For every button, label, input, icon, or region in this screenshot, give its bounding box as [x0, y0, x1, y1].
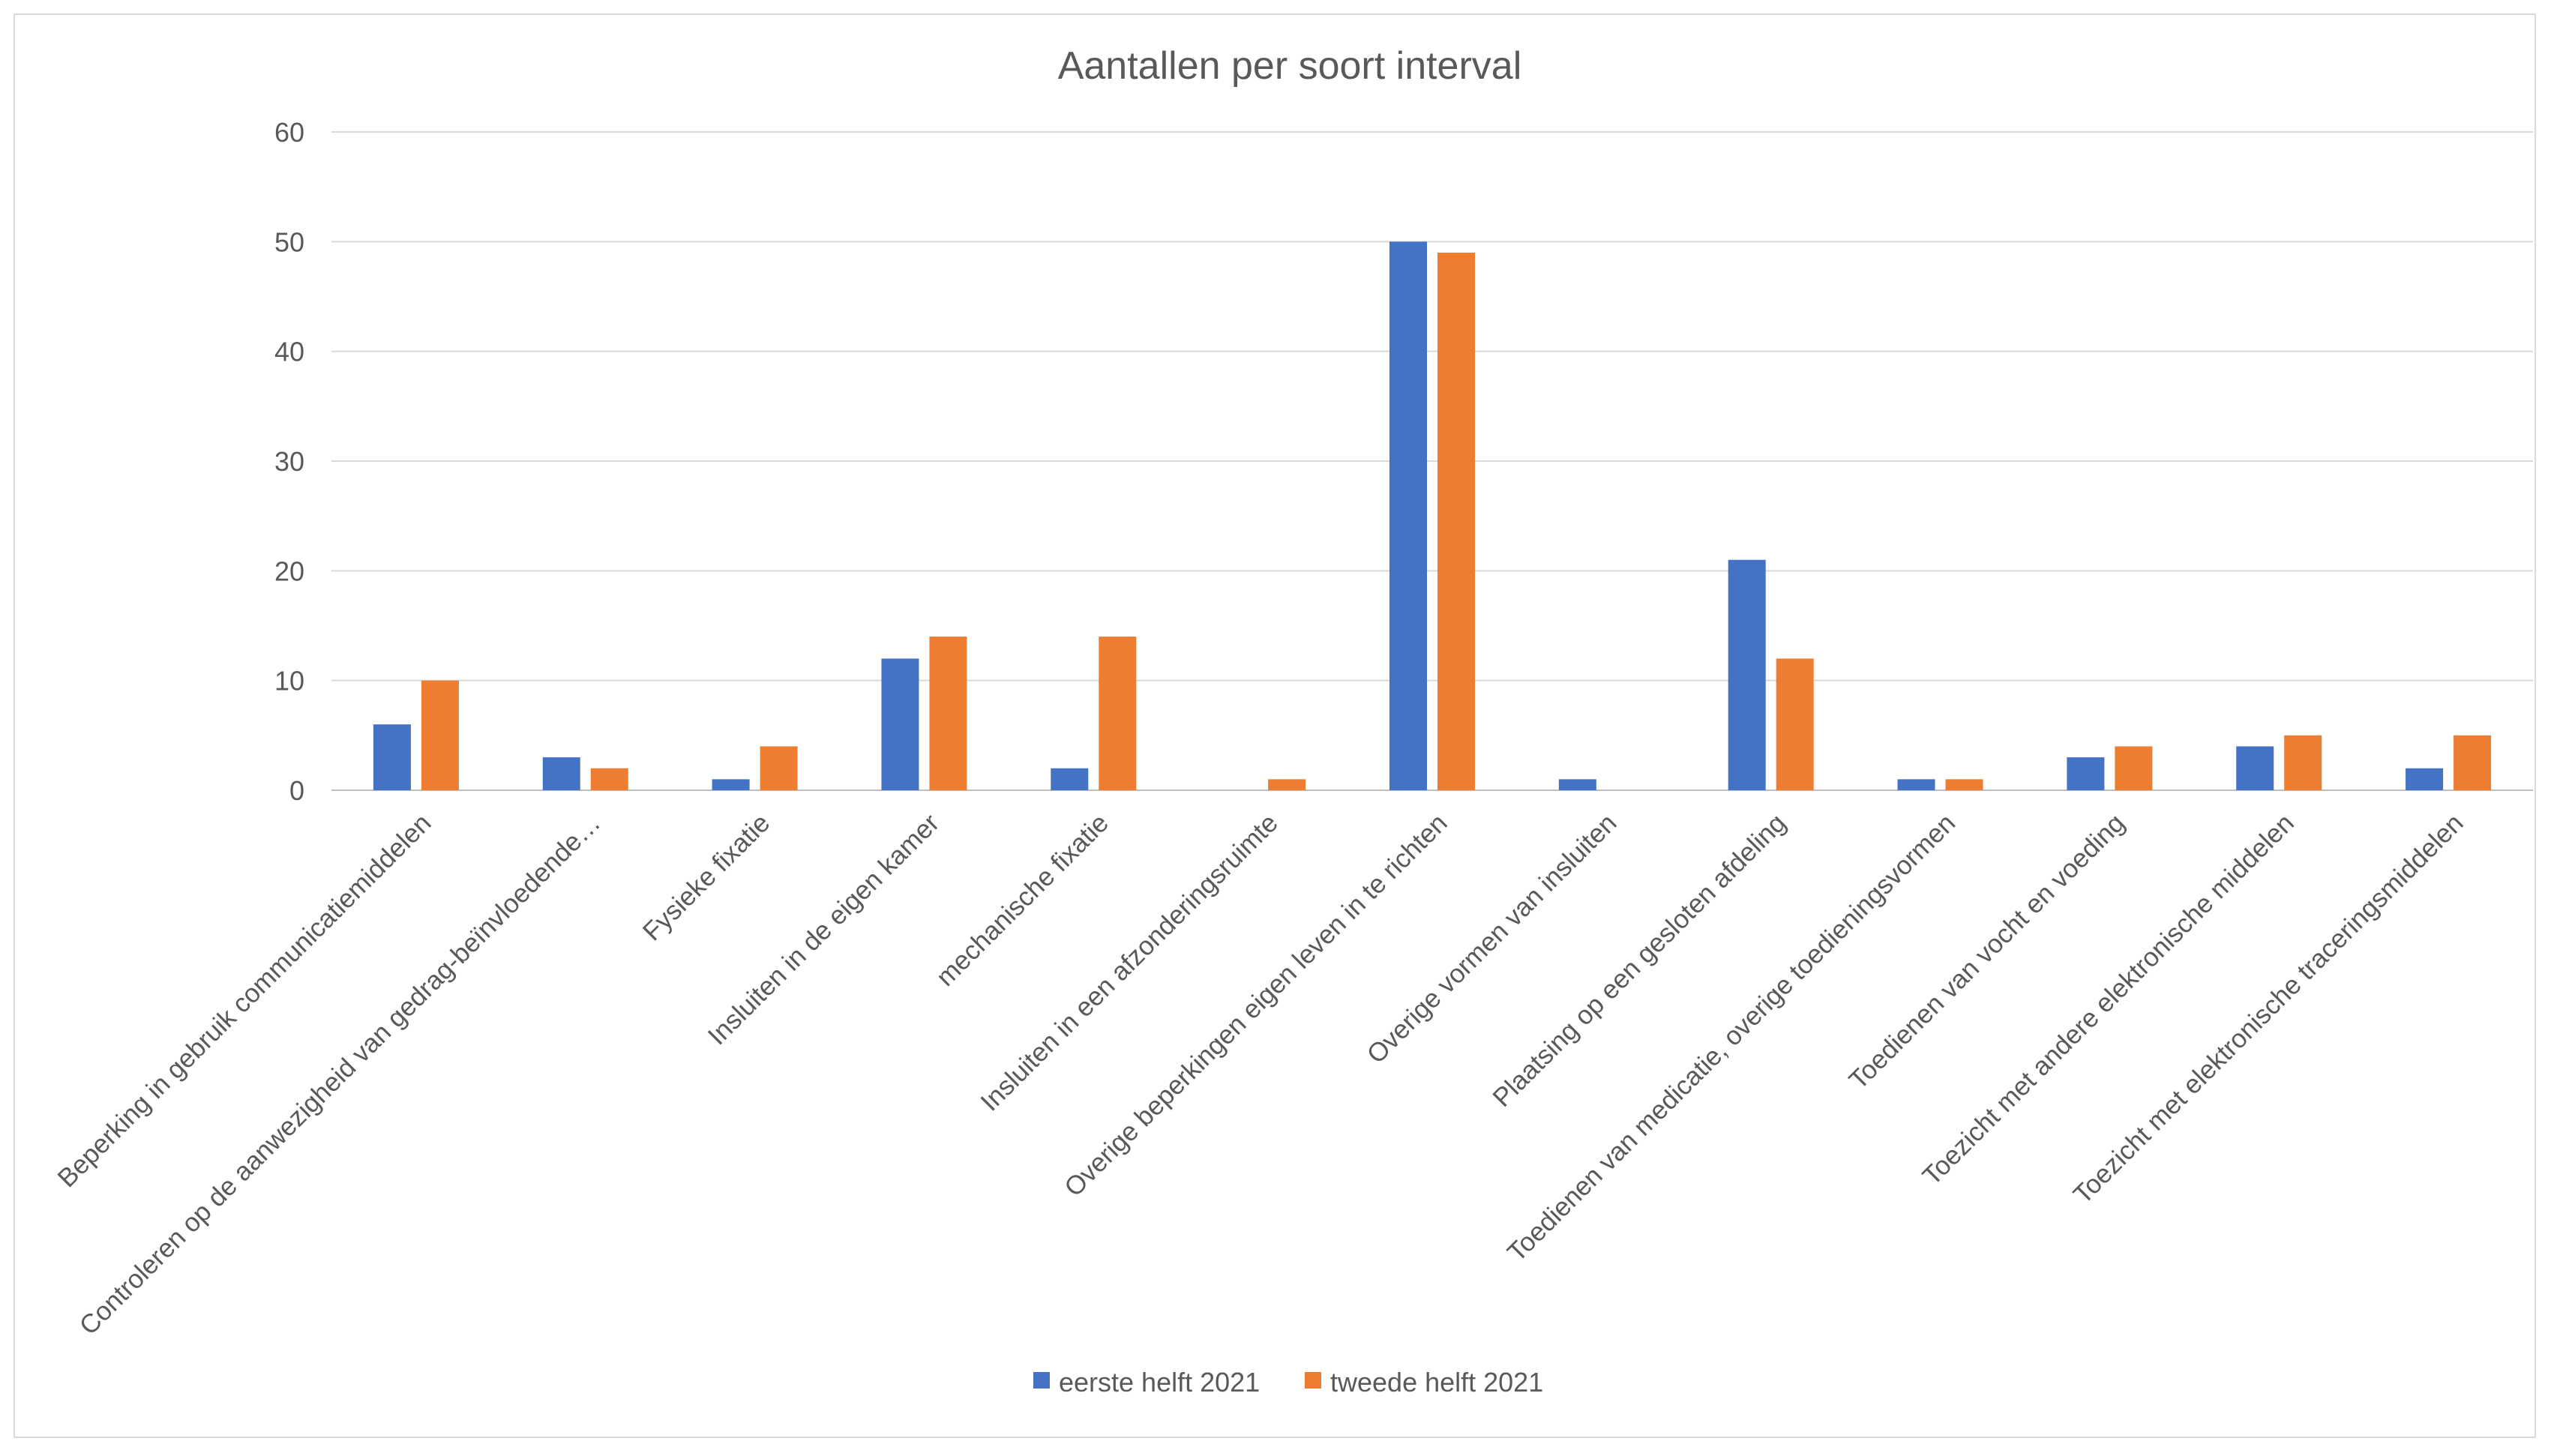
legend: eerste helft 2021 tweede helft 2021 — [1033, 1367, 1543, 1398]
bar-eerste-4 — [1051, 768, 1089, 790]
x-category-label: Toezicht met elektronische traceringsmid… — [2068, 808, 2469, 1209]
bar-eerste-8 — [1728, 559, 1766, 790]
bar-eerste-9 — [1897, 779, 1935, 790]
x-category-label: mechanische fixatie — [931, 808, 1114, 992]
y-axis-ticks: 0 10 20 30 40 50 60 — [274, 117, 304, 806]
x-axis-labels: Beperking in gebruik communicatiemiddele… — [52, 808, 2469, 1341]
bar-eerste-2 — [712, 779, 750, 790]
x-category-label: Fysieke fixatie — [637, 808, 775, 946]
bar-eerste-11 — [2236, 746, 2274, 790]
legend-label: eerste helft 2021 — [1059, 1367, 1260, 1398]
bar-tweede-12 — [2454, 735, 2492, 790]
gridlines — [331, 131, 2533, 791]
bar-tweede-9 — [1945, 779, 1983, 790]
x-category-label: Overige beperkingen eigen leven in te ri… — [1059, 808, 1453, 1203]
bar-eerste-0 — [373, 724, 411, 790]
y-tick-label: 50 — [274, 226, 304, 257]
y-tick-label: 30 — [274, 446, 304, 477]
bar-tweede-1 — [590, 768, 628, 790]
bar-tweede-2 — [760, 746, 798, 790]
y-tick-label: 0 — [289, 775, 304, 806]
chart-title: Aantallen per soort interval — [1058, 44, 1522, 88]
legend-swatch — [1305, 1372, 1321, 1389]
bar-eerste-1 — [542, 757, 580, 790]
legend-label: tweede helft 2021 — [1330, 1367, 1543, 1398]
legend-swatch — [1033, 1372, 1050, 1389]
bar-eerste-7 — [1558, 779, 1596, 790]
x-category-label: Toezicht met andere elektronische middel… — [1917, 808, 2299, 1191]
y-tick-label: 40 — [274, 337, 304, 367]
y-tick-label: 20 — [274, 556, 304, 586]
bar-tweede-0 — [421, 680, 459, 790]
x-category-label: Plaatsing op een gesloten afdeling — [1487, 808, 1791, 1113]
bar-eerste-10 — [2067, 757, 2105, 790]
bar-tweede-5 — [1268, 779, 1306, 790]
x-category-label: Beperking in gebruik communicatiemiddele… — [52, 808, 436, 1193]
bar-tweede-6 — [1437, 252, 1475, 790]
bar-eerste-12 — [2406, 768, 2444, 790]
y-tick-label: 60 — [274, 117, 304, 148]
bar-tweede-10 — [2115, 746, 2153, 790]
bar-tweede-8 — [1776, 658, 1814, 790]
bar-tweede-3 — [929, 637, 967, 790]
bar-tweede-11 — [2284, 735, 2322, 790]
x-category-label: Toedienen van vocht en voeding — [1843, 808, 2130, 1095]
bars — [373, 241, 2492, 790]
x-category-label: Insluiten in een afzonderingsruimte — [975, 808, 1283, 1116]
bar-tweede-4 — [1099, 637, 1137, 790]
bar-eerste-3 — [881, 658, 919, 790]
y-tick-label: 10 — [274, 666, 304, 697]
bar-eerste-6 — [1389, 241, 1427, 790]
